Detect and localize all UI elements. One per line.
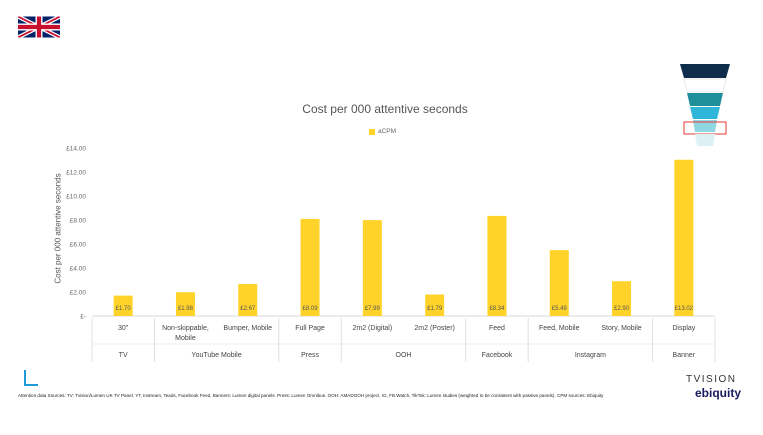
x-group-label: TV — [119, 352, 128, 359]
bar — [612, 281, 632, 316]
x-tick-label: Feed, Mobile — [539, 325, 580, 332]
bar-data-label: £5.49 — [552, 306, 568, 312]
x-tick-label: Full Page — [295, 325, 325, 332]
ebiquity-logo: ebiquity — [695, 386, 742, 400]
bar-data-label: £13.02 — [675, 306, 694, 312]
bar-data-label: £8.34 — [489, 306, 505, 312]
x-group-label: YouTube Mobile — [192, 352, 242, 359]
x-tick-label: Display — [672, 325, 695, 332]
x-tick-label: 30" — [118, 325, 129, 332]
bar — [425, 294, 445, 316]
y-tick-label: £2.00 — [70, 290, 87, 297]
bar — [549, 250, 569, 316]
x-group-label: OOH — [396, 352, 412, 359]
x-group-label: Banner — [673, 352, 696, 359]
x-tick-label: 2m2 (Digital) — [353, 325, 393, 332]
bar — [487, 215, 507, 316]
bar — [238, 283, 258, 316]
bar-data-label: £1.79 — [427, 306, 443, 312]
x-tick-label: Non-skippable, Mobile — [162, 325, 209, 342]
attention-funnel-graphic — [680, 64, 730, 146]
bar — [300, 218, 320, 316]
y-tick-label: £4.00 — [70, 266, 87, 273]
y-tick-label: £- — [80, 314, 86, 321]
y-tick-label: £12.00 — [66, 170, 86, 177]
bar — [362, 220, 382, 316]
chart-title: Cost per 000 attentive seconds — [302, 102, 468, 116]
bar-data-label: £8.09 — [303, 306, 319, 312]
x-group-label: Press — [301, 352, 319, 359]
bar-data-label: £2.90 — [614, 306, 630, 312]
corner-bracket-decoration — [24, 370, 38, 386]
tvision-logo: TVISION — [686, 374, 737, 385]
legend-swatch — [369, 128, 375, 135]
y-tick-label: £10.00 — [66, 194, 86, 201]
bar-data-label: £1.98 — [178, 306, 194, 312]
legend-label: aCPM — [378, 128, 397, 135]
x-group-label: Instagram — [575, 352, 606, 359]
bar — [113, 295, 133, 316]
bar — [175, 292, 195, 316]
y-tick-label: £6.00 — [70, 242, 87, 249]
y-tick-label: £8.00 — [70, 218, 87, 225]
x-group-label: Facebook — [482, 352, 513, 359]
bar-data-label: £7.99 — [365, 306, 381, 312]
chart-legend: aCPM — [369, 128, 396, 135]
x-tick-label: Story, Mobile — [601, 325, 641, 332]
bar-data-label: £2.67 — [240, 306, 256, 312]
x-tick-label: Feed — [489, 325, 505, 332]
bar — [674, 159, 694, 316]
x-tick-label: 2m2 (Poster) — [414, 325, 454, 332]
uk-flag-icon — [18, 16, 60, 38]
bar-data-label: £1.70 — [116, 306, 132, 312]
y-tick-label: £14.00 — [66, 146, 86, 153]
x-tick-label: Bumper, Mobile — [223, 325, 272, 332]
source-footnote: Attention data Sources: TV: Tvision/Lume… — [18, 393, 604, 398]
